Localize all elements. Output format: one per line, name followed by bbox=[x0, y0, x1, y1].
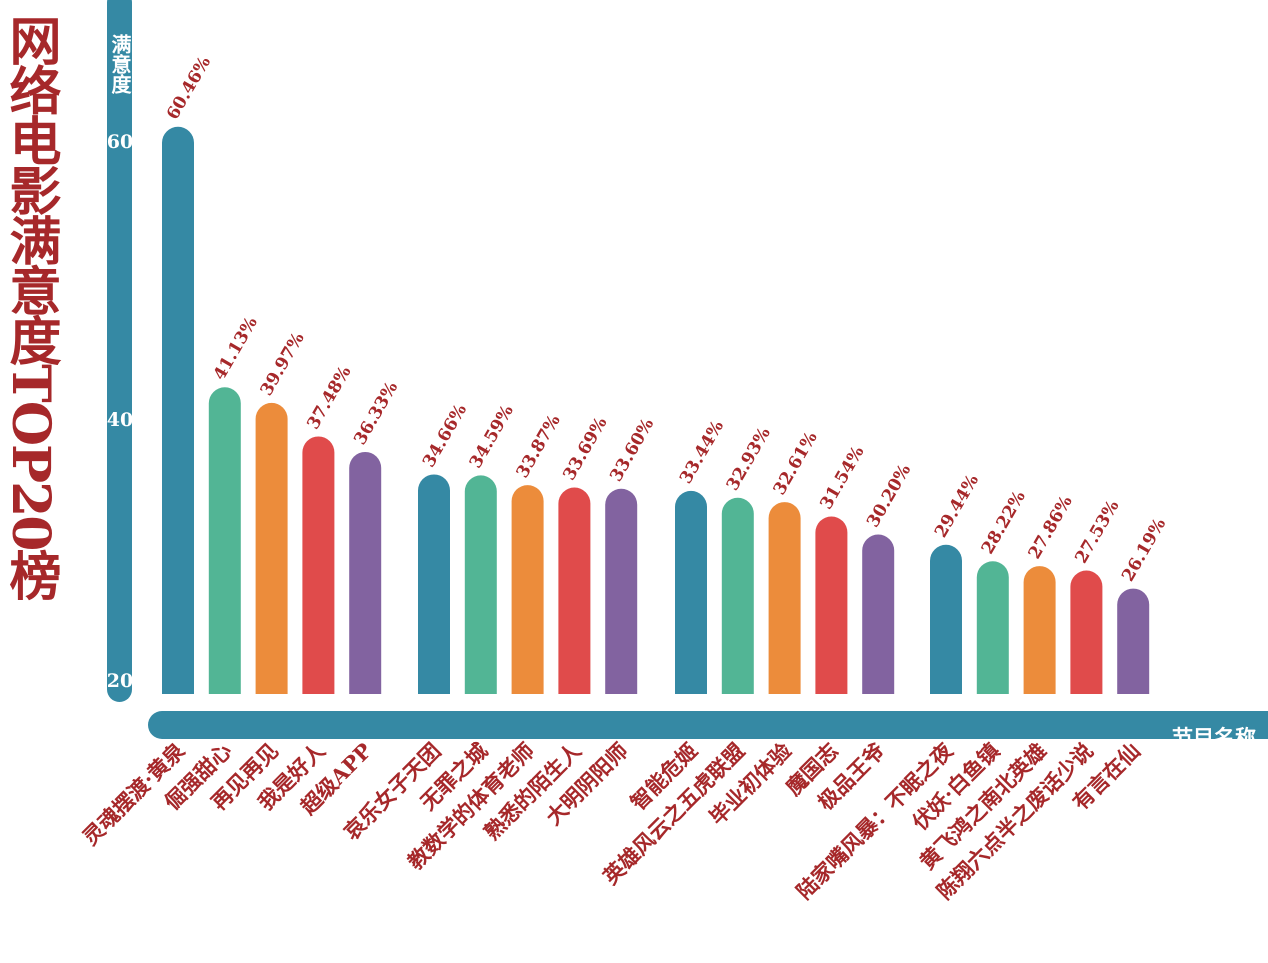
y-axis-bar bbox=[107, 0, 132, 702]
y-tick-label: 40 bbox=[106, 409, 134, 431]
data-label: 32.61% bbox=[770, 428, 822, 498]
bar bbox=[208, 387, 241, 694]
data-label: 26.19% bbox=[1118, 515, 1170, 585]
data-label: 30.20% bbox=[863, 461, 915, 531]
bar bbox=[558, 487, 591, 694]
data-label: 28.22% bbox=[978, 488, 1030, 558]
bar bbox=[511, 485, 544, 694]
data-label: 36.33% bbox=[350, 378, 402, 448]
data-label: 39.97% bbox=[257, 329, 309, 399]
y-axis-label: 满意度 bbox=[108, 34, 132, 94]
bar bbox=[721, 497, 754, 694]
data-label: 37.48% bbox=[303, 363, 355, 433]
data-label: 33.60% bbox=[606, 415, 658, 485]
chart-title: 网络电影满意度TOP20榜 bbox=[0, 14, 61, 600]
x-axis-bar bbox=[148, 711, 1268, 739]
data-label: 34.59% bbox=[466, 402, 518, 472]
data-label: 29.44% bbox=[931, 471, 983, 541]
bar bbox=[768, 502, 801, 694]
bar bbox=[1023, 566, 1056, 694]
data-label: 41.13% bbox=[210, 314, 262, 384]
bar bbox=[302, 436, 335, 694]
bar bbox=[862, 534, 895, 694]
bar bbox=[162, 126, 194, 694]
data-label: 33.87% bbox=[513, 412, 565, 482]
y-tick-label: 20 bbox=[106, 670, 134, 692]
bar bbox=[255, 402, 288, 694]
data-label: 31.54% bbox=[816, 443, 868, 513]
data-label: 60.46% bbox=[163, 53, 215, 123]
data-label: 27.86% bbox=[1025, 492, 1077, 562]
bar bbox=[976, 561, 1009, 694]
bar bbox=[1070, 570, 1103, 694]
data-label: 33.69% bbox=[559, 414, 611, 484]
bar bbox=[605, 488, 638, 694]
bar bbox=[815, 516, 848, 694]
bar bbox=[464, 475, 497, 694]
data-label: 33.44% bbox=[676, 417, 728, 487]
data-label: 32.93% bbox=[723, 424, 775, 494]
bar bbox=[418, 474, 450, 694]
data-label: 27.53% bbox=[1071, 497, 1123, 567]
data-label: 34.66% bbox=[419, 401, 471, 471]
bar bbox=[1117, 588, 1150, 694]
x-axis-label: 节目名称 bbox=[1172, 725, 1256, 750]
bar bbox=[675, 490, 707, 694]
y-tick-label: 60 bbox=[106, 131, 134, 153]
bar bbox=[930, 544, 962, 694]
bar bbox=[349, 451, 382, 694]
